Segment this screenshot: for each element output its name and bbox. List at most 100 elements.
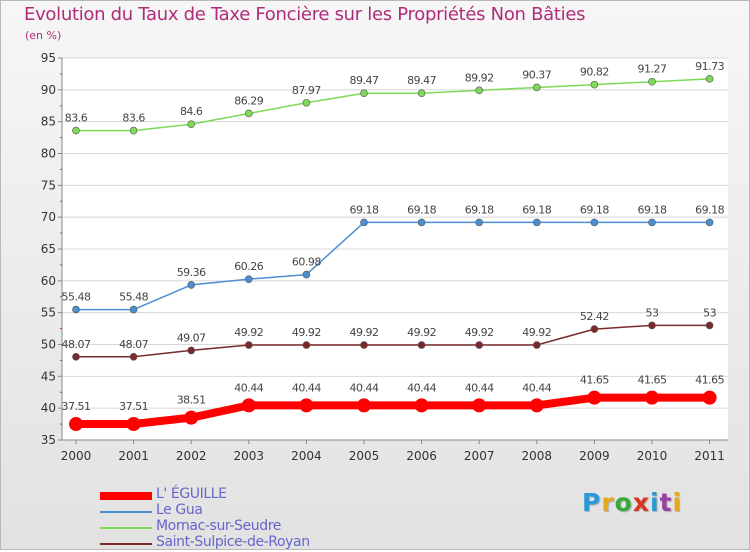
data-label: 41.65 [695, 374, 724, 387]
data-point [587, 390, 602, 405]
data-label: 49.92 [292, 326, 321, 339]
data-label: 89.92 [465, 71, 494, 84]
data-point [69, 417, 83, 432]
data-label: 69.18 [522, 203, 551, 216]
data-point [645, 390, 659, 405]
y-tick-label: 60 [41, 274, 56, 288]
data-point [187, 281, 195, 289]
data-point [245, 341, 253, 349]
y-tick-label: 70 [41, 210, 56, 224]
data-point [129, 352, 138, 361]
data-point [648, 218, 656, 227]
data-label: 49.92 [522, 326, 551, 339]
x-tick-label: 2005 [349, 449, 380, 463]
data-point [360, 218, 368, 227]
data-label: 87.97 [292, 84, 321, 97]
data-point [245, 109, 253, 118]
data-point [129, 305, 138, 314]
data-point [532, 341, 541, 349]
data-point [417, 341, 426, 349]
data-label: 48.07 [62, 338, 91, 351]
data-label: 41.65 [580, 374, 609, 387]
data-label: 91.73 [695, 60, 724, 73]
data-point [529, 398, 544, 413]
data-label: 69.18 [350, 203, 379, 216]
data-label: 40.44 [350, 381, 379, 394]
y-tick-label: 80 [41, 147, 56, 161]
data-label: 37.51 [119, 400, 148, 413]
data-label: 69.18 [695, 203, 724, 216]
chart-title: Evolution du Taux de Taxe Foncière sur l… [24, 4, 586, 25]
data-point [532, 218, 541, 227]
data-point [590, 325, 599, 333]
data-point [472, 398, 487, 413]
data-label: 40.44 [407, 381, 436, 394]
x-tick-label: 2010 [637, 449, 668, 463]
data-point [590, 80, 599, 89]
data-point [184, 410, 199, 425]
y-tick-label: 55 [41, 306, 56, 320]
data-label: 40.44 [234, 381, 263, 394]
data-point [187, 346, 195, 355]
logo-letter: x [632, 488, 650, 517]
data-label: 53 [646, 306, 659, 319]
data-point [702, 390, 717, 405]
data-label: 40.44 [522, 381, 551, 394]
data-label: 41.65 [638, 374, 667, 387]
legend-swatch [100, 511, 152, 513]
data-point [417, 218, 426, 227]
data-label: 69.18 [407, 203, 436, 216]
data-label: 49.92 [407, 326, 436, 339]
legend-swatch [100, 543, 152, 545]
data-point [72, 126, 80, 135]
legend-label: Saint-Sulpice-de-Royan [156, 534, 310, 550]
data-label: 86.29 [234, 94, 263, 107]
data-label: 69.18 [580, 203, 609, 216]
x-tick-label: 2004 [291, 449, 322, 463]
logo-letter: o [614, 488, 633, 517]
y-tick-label: 45 [41, 369, 56, 383]
series-line-1 [75, 221, 711, 311]
data-point [302, 341, 311, 349]
y-tick-label: 75 [41, 178, 56, 192]
data-point [72, 352, 80, 361]
data-label: 49.92 [234, 326, 263, 339]
series-line-3 [75, 324, 711, 358]
legend-swatch [100, 527, 152, 529]
data-label: 49.92 [465, 326, 494, 339]
data-point [245, 275, 253, 283]
data-point [241, 398, 256, 413]
data-point [414, 398, 429, 413]
data-label: 69.18 [638, 203, 667, 216]
data-point [302, 98, 311, 107]
x-tick-label: 2000 [61, 449, 92, 463]
data-point [648, 77, 656, 86]
logo-letter: t [659, 488, 673, 517]
data-point [126, 417, 141, 432]
legend-label: L' ÉGUILLE [156, 486, 227, 502]
data-label: 40.44 [465, 381, 494, 394]
x-tick-label: 2006 [406, 449, 437, 463]
data-point [475, 218, 484, 227]
gridlines [62, 57, 728, 441]
y-tick-label: 85 [41, 115, 56, 129]
data-label: 53 [703, 306, 716, 319]
y-tick-label: 95 [41, 51, 56, 65]
series-line-2 [75, 78, 711, 132]
data-label: 40.44 [292, 381, 321, 394]
data-label: 60.26 [234, 260, 263, 273]
data-point [357, 398, 371, 413]
logo-letter: P [582, 488, 602, 517]
series-line-0 [72, 393, 714, 429]
data-point [532, 83, 541, 92]
data-label: 90.37 [522, 68, 551, 81]
logo-letter: i [672, 488, 683, 517]
data-label: 49.92 [350, 326, 379, 339]
x-tick-label: 2009 [579, 449, 610, 463]
data-label: 49.07 [177, 331, 206, 344]
legend-label: Mornac-sur-Seudre [156, 518, 281, 534]
data-point [648, 321, 656, 330]
data-label: 90.82 [580, 66, 609, 79]
y-tick-label: 90 [41, 83, 56, 97]
